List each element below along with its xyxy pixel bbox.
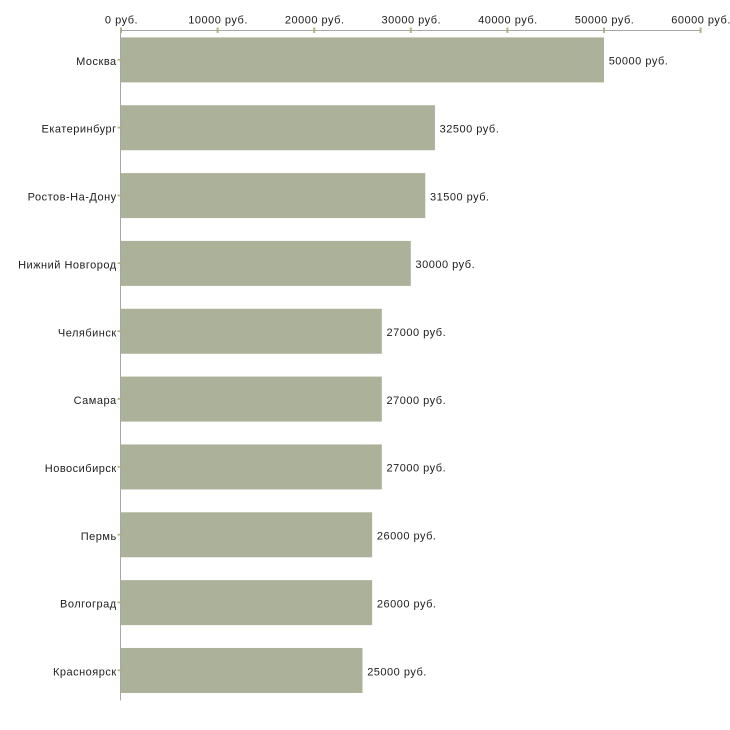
svg-text:0 руб.: 0 руб. xyxy=(105,15,138,27)
svg-text:27000 руб.: 27000 руб. xyxy=(387,463,447,475)
svg-text:Челябинск: Челябинск xyxy=(58,327,117,339)
svg-text:Волгоград: Волгоград xyxy=(60,599,117,611)
svg-text:20000 руб.: 20000 руб. xyxy=(285,15,345,27)
svg-text:Москва: Москва xyxy=(76,56,117,68)
svg-text:26000 руб.: 26000 руб. xyxy=(377,531,437,543)
svg-text:10000 руб.: 10000 руб. xyxy=(188,15,248,27)
svg-text:50000 руб.: 50000 руб. xyxy=(609,56,669,68)
svg-text:Самара: Самара xyxy=(74,395,117,407)
svg-text:Красноярск: Красноярск xyxy=(53,666,117,678)
svg-text:31500 руб.: 31500 руб. xyxy=(430,191,490,203)
svg-text:25000 руб.: 25000 руб. xyxy=(367,666,427,678)
svg-text:Новосибирск: Новосибирск xyxy=(45,463,117,475)
svg-text:27000 руб.: 27000 руб. xyxy=(387,395,447,407)
svg-text:26000 руб.: 26000 руб. xyxy=(377,598,437,610)
svg-text:27000 руб.: 27000 руб. xyxy=(387,327,447,339)
svg-text:40000 руб.: 40000 руб. xyxy=(478,15,538,27)
svg-text:Нижний Новгород: Нижний Новгород xyxy=(18,259,117,271)
svg-text:Пермь: Пермь xyxy=(81,531,117,543)
svg-text:50000 руб.: 50000 руб. xyxy=(575,15,635,27)
svg-text:60000 руб.: 60000 руб. xyxy=(671,15,730,27)
svg-text:30000 руб.: 30000 руб. xyxy=(381,15,441,27)
svg-text:Ростов-На-Дону: Ростов-На-Дону xyxy=(28,192,117,204)
svg-text:30000 руб.: 30000 руб. xyxy=(416,259,476,271)
svg-text:32500 руб.: 32500 руб. xyxy=(440,124,500,136)
svg-text:Екатеринбург: Екатеринбург xyxy=(41,124,116,136)
